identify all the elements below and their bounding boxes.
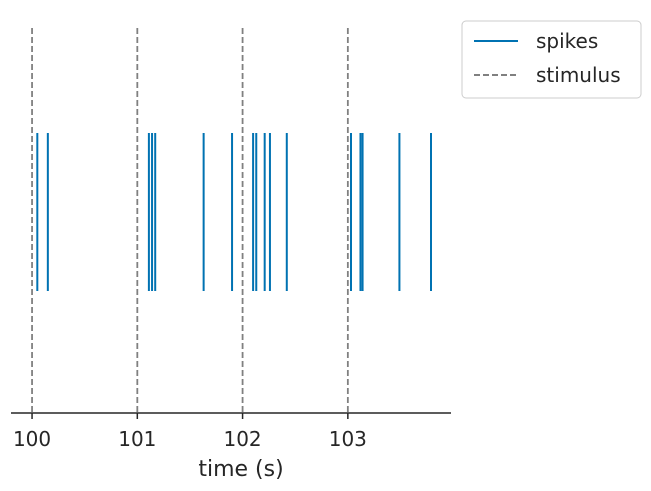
legend-stimulus-label: stimulus <box>536 63 621 87</box>
spike-lines <box>36 133 432 291</box>
x-tick-label-0: 100 <box>13 427 51 451</box>
legend-spikes-label: spikes <box>536 29 598 53</box>
x-axis-label: time (s) <box>198 457 283 482</box>
legend: spikes stimulus <box>461 20 642 99</box>
x-tick-label-1: 101 <box>118 427 156 451</box>
x-tick-label-2: 102 <box>223 427 261 451</box>
x-axis: 100 101 102 103 <box>11 412 451 451</box>
x-tick-label-3: 103 <box>329 427 367 451</box>
x-ticks: 100 101 102 103 <box>13 413 367 451</box>
stimulus-lines <box>31 28 349 413</box>
